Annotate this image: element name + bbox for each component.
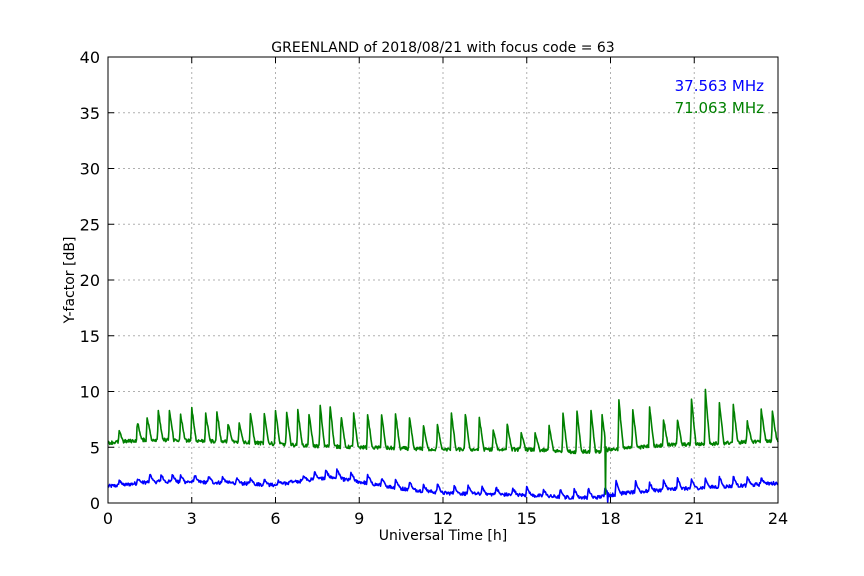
series-line-37-563-mhz: [107, 468, 779, 503]
y-tick-label: 10: [80, 383, 100, 402]
x-tick-label: 0: [103, 509, 113, 528]
y-tick-labels: 0 5 10 15 20 25 30 35 40: [80, 48, 100, 513]
legend-entry-37-563-mhz: 37.563 MHz: [675, 77, 764, 95]
chart-title: GREENLAND of 2018/08/21 with focus code …: [271, 40, 614, 56]
x-tick-label: 6: [270, 509, 280, 528]
tick-marks: [107, 56, 779, 504]
y-tick-label: 5: [90, 438, 100, 457]
y-tick-label: 15: [80, 327, 100, 346]
y-tick-label: 30: [80, 160, 100, 179]
x-tick-labels: 0 3 6 9 12 15 18 21 24: [103, 509, 788, 528]
x-tick-label: 9: [354, 509, 364, 528]
series-line-71-063-mhz: [107, 388, 779, 495]
y-tick-label: 40: [80, 48, 100, 67]
y-tick-label: 35: [80, 104, 100, 123]
y-tick-label: 0: [90, 494, 100, 513]
series-lines: [107, 388, 779, 503]
y-axis-label: Y-factor [dB]: [62, 237, 78, 325]
x-tick-label: 3: [187, 509, 197, 528]
x-tick-label: 24: [768, 509, 788, 528]
legend: 37.563 MHz 71.063 MHz: [675, 77, 764, 117]
x-tick-label: 15: [517, 509, 537, 528]
y-tick-label: 25: [80, 215, 100, 234]
x-tick-label: 21: [684, 509, 704, 528]
y-tick-label: 20: [80, 271, 100, 290]
x-axis-label: Universal Time [h]: [379, 528, 507, 544]
x-tick-label: 18: [600, 509, 620, 528]
legend-entry-71-063-mhz: 71.063 MHz: [675, 99, 764, 117]
x-tick-label: 12: [433, 509, 453, 528]
